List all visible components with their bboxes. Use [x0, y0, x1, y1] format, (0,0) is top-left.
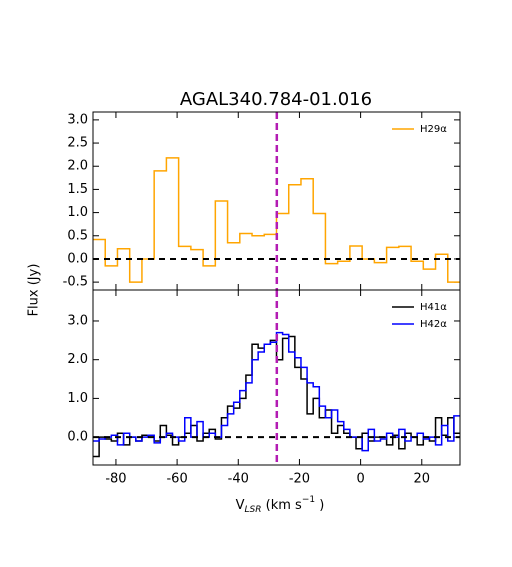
y-tick-label: 2.5 [67, 136, 88, 151]
plot-frame [92, 289, 461, 466]
x-axis-label: VLSR (km s−1 ) [236, 495, 325, 515]
x-label-sup: −1 [302, 495, 315, 505]
y-tick-label: 3.0 [67, 313, 88, 328]
x-tick-label: -40 [228, 472, 249, 487]
x-label-sub: LSR [245, 505, 262, 515]
x-label-part: (km s [262, 498, 303, 513]
x-tick-label: -20 [289, 472, 310, 487]
x-tick-label: 0 [356, 472, 364, 487]
y-tick-label: 0.0 [67, 251, 88, 266]
series-line [93, 157, 460, 283]
x-label-part: V [236, 498, 245, 513]
legend-label: H42α [420, 319, 447, 330]
y-tick-label: 1.0 [67, 391, 88, 406]
legend-label: H41α [420, 302, 447, 313]
y-tick-label: 0.0 [67, 430, 88, 445]
y-tick-label: 1.5 [67, 182, 88, 197]
x-tick-label: -60 [166, 472, 187, 487]
y-axis-label: Flux (Jy) [27, 264, 42, 317]
x-label-part: ) [315, 498, 324, 513]
y-tick-label: 3.0 [67, 112, 88, 127]
legend-label: H29α [420, 124, 447, 135]
chart-title: AGAL340.784-01.016 [180, 89, 372, 110]
y-tick-label: 1.0 [67, 205, 88, 220]
x-tick-label: -80 [105, 472, 126, 487]
x-tick-label: 20 [413, 472, 430, 487]
series-line [93, 331, 460, 452]
y-tick-label: -0.5 [63, 275, 88, 290]
y-tick-label: 0.5 [67, 228, 88, 243]
y-tick-label: 2.0 [67, 159, 88, 174]
y-tick-label: 2.0 [67, 352, 88, 367]
